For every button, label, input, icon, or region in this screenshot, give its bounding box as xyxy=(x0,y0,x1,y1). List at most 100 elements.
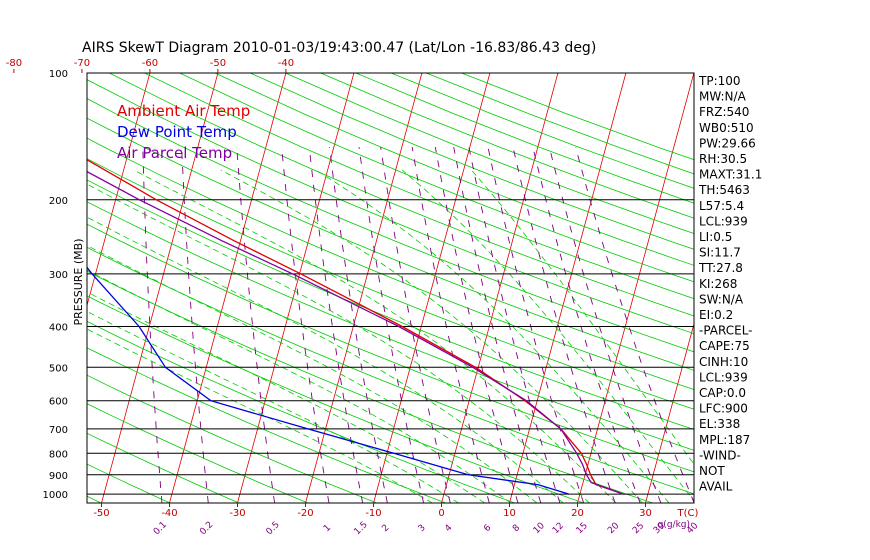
isotherm-line xyxy=(169,73,287,503)
bottom-temperature-tick-label: -20 xyxy=(297,508,313,519)
moist-adiabat-line xyxy=(133,169,617,503)
isobar-lines xyxy=(87,73,694,495)
moist-adiabat-line xyxy=(87,269,512,503)
stability-index-item: MW:N/A xyxy=(699,90,747,104)
pressure-tick-label: 300 xyxy=(49,270,68,281)
mixing-ratio-tick-label: 20 xyxy=(606,521,621,536)
moist-adiabat-line xyxy=(87,183,590,503)
pressure-tick-label: 1000 xyxy=(43,490,68,501)
mixing-ratio-tick-label: 6 xyxy=(482,523,493,534)
isotherm-line xyxy=(373,73,491,503)
stability-index-item: TP:100 xyxy=(698,74,741,88)
dry-adiabat-line xyxy=(87,246,694,495)
bottom-temperature-tick-label: -40 xyxy=(161,508,177,519)
stability-index-item: MPL:187 xyxy=(699,433,750,447)
isotherm-line xyxy=(782,73,870,503)
legend-entry: Air Parcel Temp xyxy=(117,144,232,162)
stability-index-item: LCL:939 xyxy=(699,214,748,228)
dry-adiabat-line xyxy=(250,73,694,250)
stability-index-item: TT:27.8 xyxy=(698,261,743,275)
pressure-tick-label: 200 xyxy=(49,196,68,207)
isotherm-lines xyxy=(87,73,870,503)
isotherm-line xyxy=(850,73,870,503)
moist-adiabat-lines xyxy=(87,169,694,503)
stability-index-item: CAP:0.0 xyxy=(699,386,746,400)
chart-title: AIRS SkewT Diagram 2010-01-03/19:43:00.4… xyxy=(82,40,596,56)
dry-adiabat-line xyxy=(87,295,584,503)
stability-index-item: SW:N/A xyxy=(699,292,744,306)
sounding-profiles xyxy=(87,158,624,495)
isotherm-line xyxy=(441,73,559,503)
mixing-ratio-line xyxy=(181,147,209,503)
isotherm-line xyxy=(101,73,219,503)
isotherm-line xyxy=(645,322,694,503)
mixing-ratio-lines xyxy=(142,146,694,503)
mixing-ratio-tick-label: 1.5 xyxy=(353,520,370,537)
legend: Ambient Air Temp Dew Point Temp Air Parcel… xyxy=(117,102,250,162)
stability-index-item: FRZ:540 xyxy=(699,105,749,119)
stability-index-item: CAPE:75 xyxy=(699,339,750,353)
dry-adiabat-lines xyxy=(0,73,694,503)
mixing-ratio-tick-label: 0.5 xyxy=(265,520,282,537)
mixing-ratio-tick-label: 2 xyxy=(380,523,391,534)
dry-adiabat-line xyxy=(87,347,447,503)
bottom-temperature-tick-label: -50 xyxy=(93,508,109,519)
bottom-temperature-tick-label: 10 xyxy=(503,508,516,519)
mixing-ratio-tick-label: 3 xyxy=(417,523,428,534)
pressure-tick-label: 400 xyxy=(49,323,68,334)
dry-adiabat-line xyxy=(87,320,515,503)
bottom-temperature-unit-label: T(C) xyxy=(677,508,699,519)
moist-adiabat-line xyxy=(87,245,538,503)
dry-adiabat-line xyxy=(144,73,694,300)
y-axis-label: PRESSURE (MB) xyxy=(72,239,85,326)
stability-index-item: RH:30.5 xyxy=(699,152,747,166)
mixing-ratio-tick-label: 1 xyxy=(322,523,333,534)
pressure-tick-labels: 100 200 300 400 500 600 700 800 900 1000 xyxy=(43,69,68,501)
bottom-temperature-tick-label: 20 xyxy=(571,508,584,519)
dry-adiabat-line xyxy=(87,201,694,451)
dry-adiabat-line xyxy=(87,137,694,391)
top-temperature-tick-label: -70 xyxy=(74,58,90,69)
plot-frame xyxy=(86,72,695,504)
dry-adiabat-line xyxy=(87,223,694,473)
stability-index-item: NOT xyxy=(699,464,725,478)
mixing-ratio-tick-label: 25 xyxy=(631,521,646,536)
stability-index-item: LFC:900 xyxy=(699,402,748,416)
dry-adiabat-line xyxy=(179,73,694,283)
mixing-ratio-tick-label: 4 xyxy=(443,523,454,534)
pressure-tick-label: 500 xyxy=(49,363,68,374)
moist-adiabat-line xyxy=(87,216,564,503)
top-temperature-tick-label: -60 xyxy=(142,58,158,69)
dry-adiabat-line xyxy=(109,73,694,317)
pressure-tick-label: 700 xyxy=(49,425,68,436)
pressure-tick-label: 100 xyxy=(49,69,68,80)
dry-adiabat-line xyxy=(214,73,694,266)
dry-adiabat-line xyxy=(87,432,240,503)
mixing-ratio-line xyxy=(411,147,490,503)
mixing-ratio-tick-labels: 0.1 0.2 0.5 1 1.5 2 3 4 6 8 10 12 15 20 25 30 40q(g/kg) xyxy=(152,520,701,537)
isotherm-line xyxy=(577,73,694,503)
mixing-ratio-unit-label: q(g/kg) xyxy=(658,520,690,530)
dry-adiabat-line xyxy=(87,403,309,503)
stability-index-item: CINH:10 xyxy=(699,355,748,369)
mixing-ratio-tick-label: 15 xyxy=(575,521,590,536)
profile-line xyxy=(87,158,624,495)
dry-adiabat-line xyxy=(87,158,694,410)
dry-adiabat-line xyxy=(87,463,171,503)
dry-adiabat-line xyxy=(0,73,32,503)
dry-adiabat-line xyxy=(87,495,102,503)
moist-adiabat-line xyxy=(471,169,694,465)
mixing-ratio-tick-label: 0.2 xyxy=(198,520,215,537)
top-temperature-tick-labels: -120-110-100-90-80-70-60-50-40 xyxy=(6,58,294,73)
stability-index-item: LCL:939 xyxy=(699,370,748,384)
mixing-ratio-line xyxy=(358,147,425,503)
stability-index-item: PW:29.66 xyxy=(699,136,756,150)
dry-adiabat-line xyxy=(87,98,694,353)
stability-index-item: LI:0.5 xyxy=(699,230,732,244)
isotherm-line xyxy=(509,73,627,503)
mixing-ratio-line xyxy=(532,146,641,503)
mixing-ratio-line xyxy=(453,147,542,503)
top-temperature-tick-label: -50 xyxy=(210,58,226,69)
